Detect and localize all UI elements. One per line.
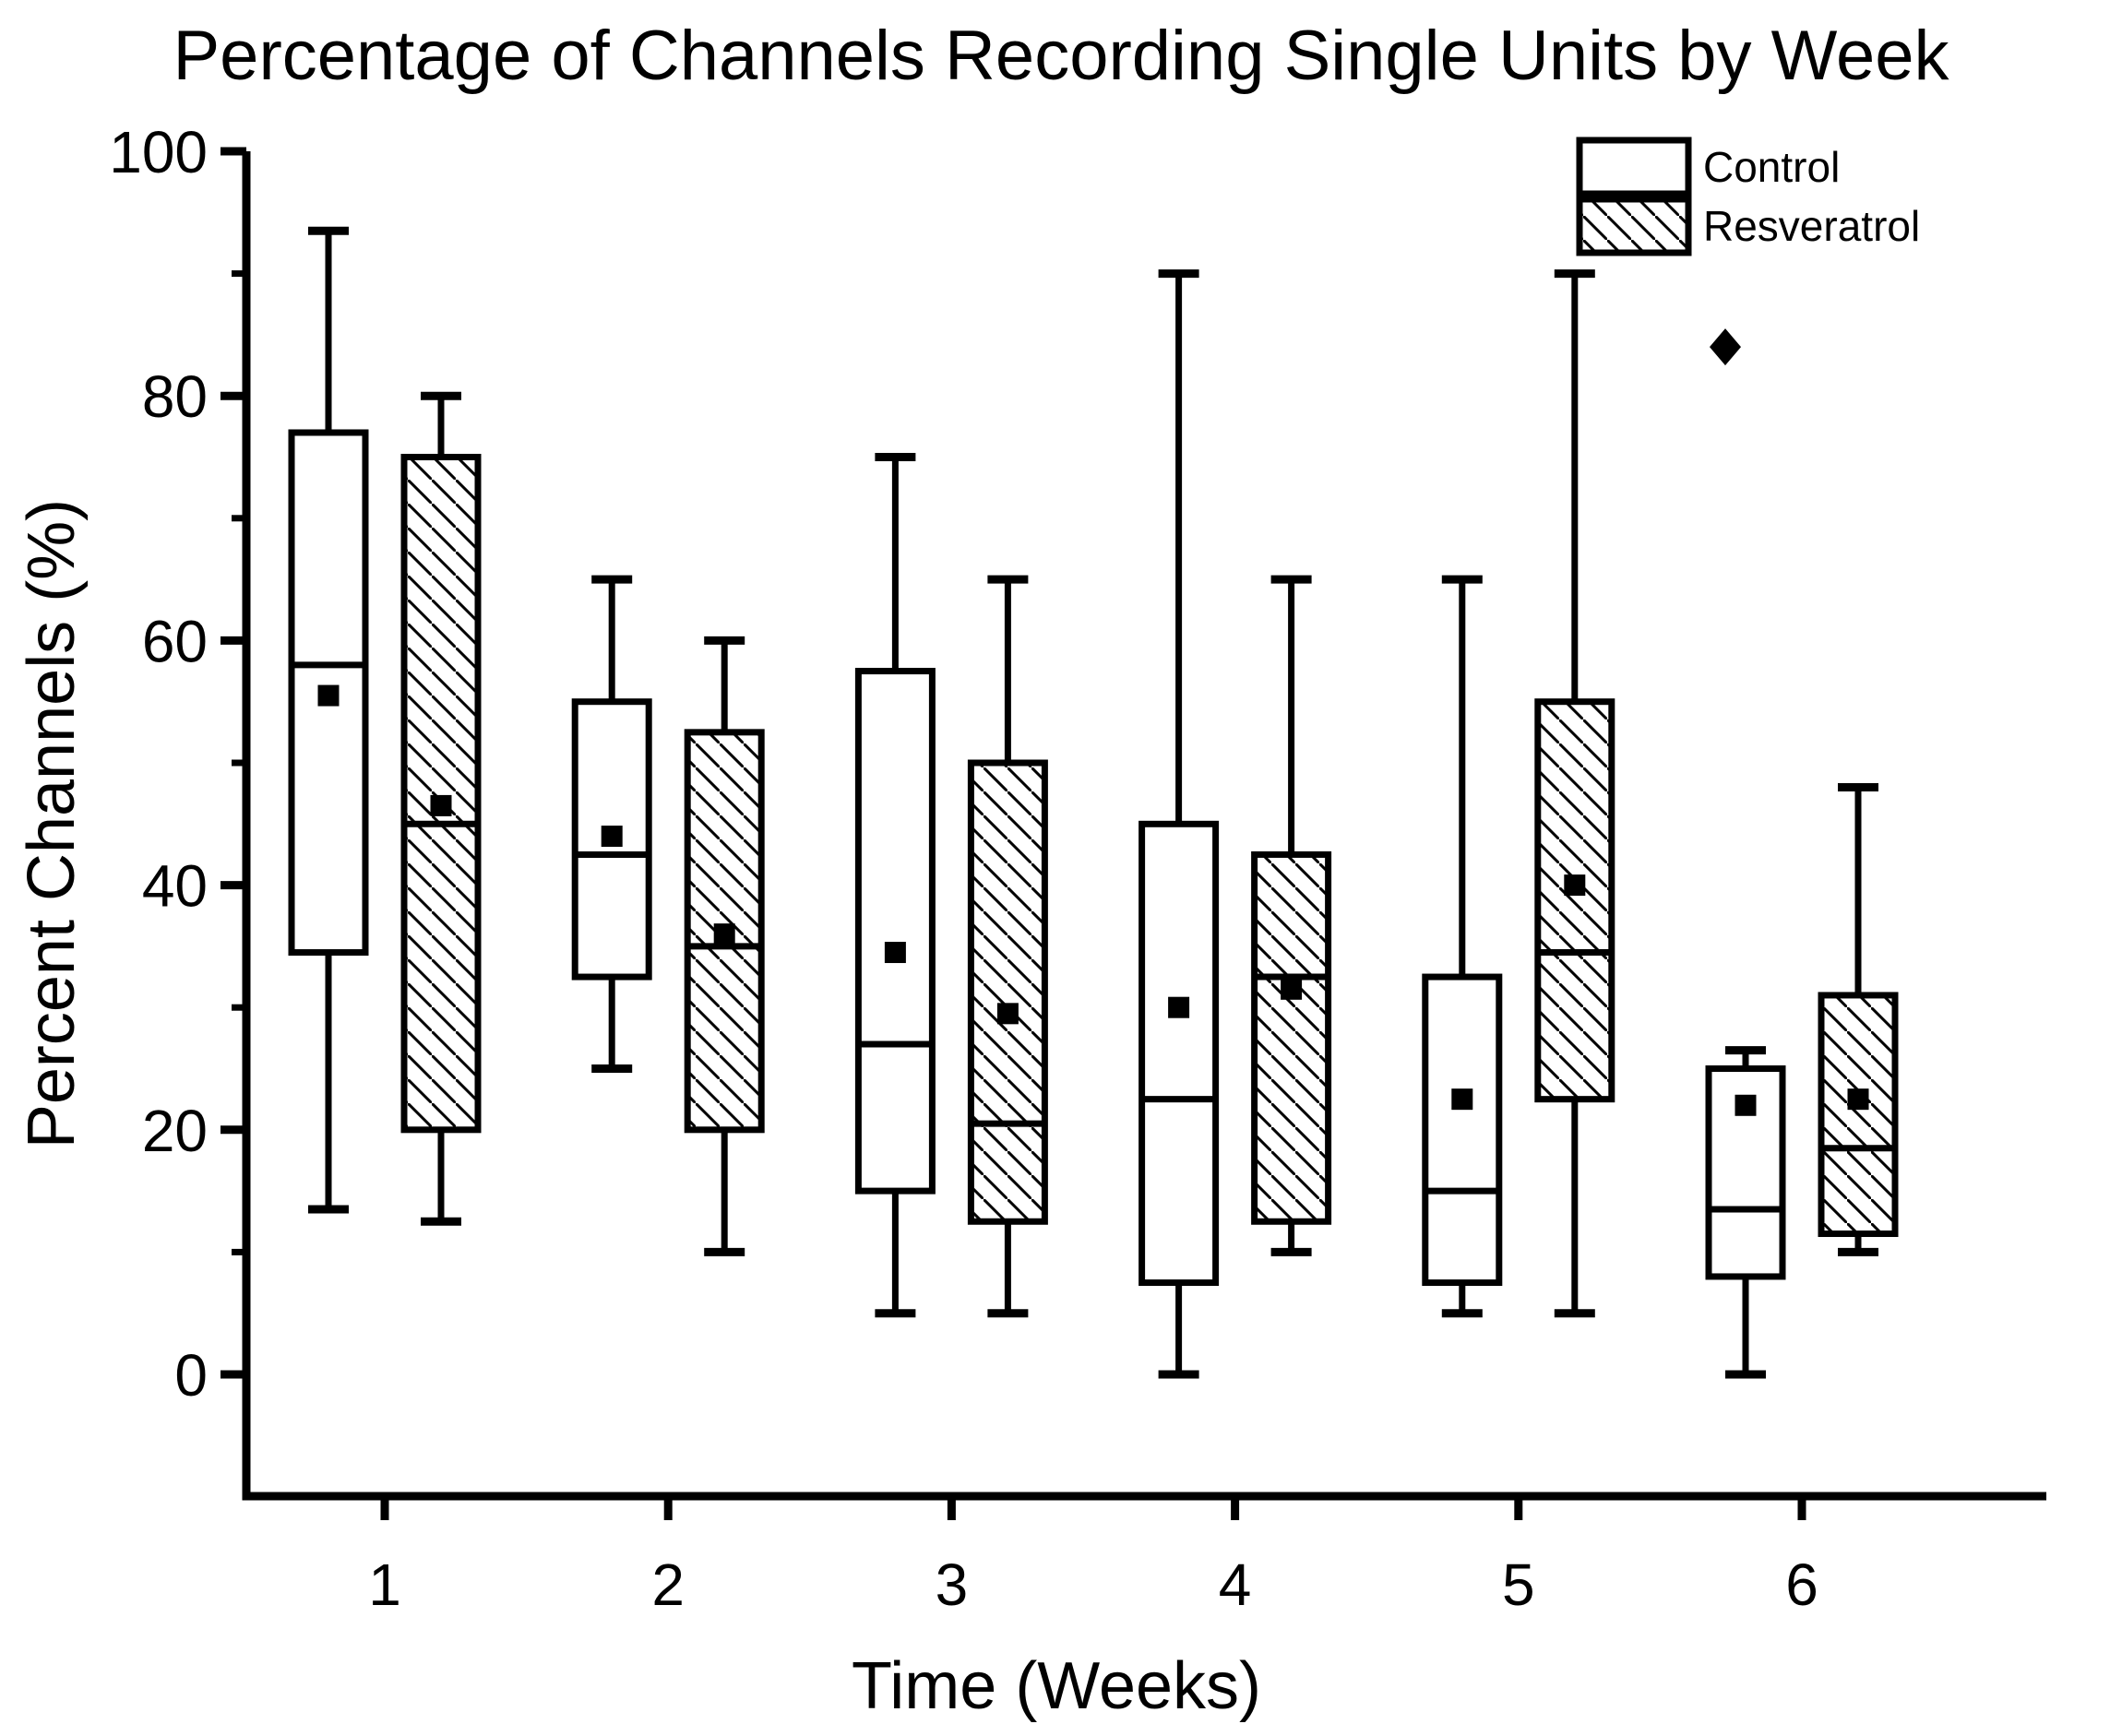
x-tick-label: 4 <box>1219 1552 1252 1618</box>
box-resveratrol-week-6 <box>1818 783 1899 1256</box>
iqr-box <box>1422 973 1503 1287</box>
iqr-box <box>854 668 936 1195</box>
mean-marker <box>430 794 452 816</box>
mean-marker <box>1168 996 1190 1018</box>
iqr-box <box>1251 850 1332 1225</box>
mean-marker <box>1451 1088 1473 1111</box>
iqr-box <box>1138 820 1220 1287</box>
iqr-box <box>1818 992 1899 1238</box>
legend: Control Resveratrol <box>1576 137 1920 256</box>
x-tick-label: 5 <box>1502 1552 1535 1618</box>
y-tick-label: 0 <box>174 1342 208 1409</box>
iqr-box <box>400 454 482 1134</box>
legend-label-resveratrol: Resveratrol <box>1703 202 1920 250</box>
box-control-week-5 <box>1422 575 1503 1318</box>
mean-marker <box>317 684 340 707</box>
box-control-week-3 <box>854 453 936 1318</box>
mean-marker <box>601 826 623 848</box>
x-tick-label: 1 <box>368 1552 401 1618</box>
x-tick-label: 6 <box>1785 1552 1818 1618</box>
y-tick-label: 100 <box>109 119 208 185</box>
x-tick-label: 3 <box>936 1552 969 1618</box>
plot-area: 0 20 40 60 80 100 1 2 3 4 5 6 <box>109 119 2046 1618</box>
iqr-box <box>1705 1065 1786 1280</box>
mean-marker <box>1847 1088 1869 1111</box>
mean-marker <box>1281 978 1303 1000</box>
box-resveratrol-week-4 <box>1251 575 1332 1256</box>
box-resveratrol-week-5 <box>1534 269 1615 1318</box>
x-axis-title: Time (Weeks) <box>852 1649 1261 1723</box>
iqr-box <box>967 759 1048 1225</box>
box-control-week-4 <box>1138 269 1220 1379</box>
chart-title: Percentage of Channels Recording Single … <box>173 17 1949 95</box>
y-tick-label: 20 <box>142 1098 208 1164</box>
legend-swatch-control <box>1576 137 1692 197</box>
mean-marker <box>884 942 906 964</box>
box-control-week-6 <box>1705 1046 1786 1379</box>
y-tick-label: 60 <box>142 608 208 674</box>
mean-marker <box>1735 1094 1757 1116</box>
mean-marker <box>996 1003 1019 1025</box>
mean-marker <box>1564 874 1586 897</box>
box-control-week-2 <box>571 575 652 1073</box>
box-resveratrol-week-3 <box>967 575 1048 1318</box>
iqr-box <box>1534 698 1615 1103</box>
box-resveratrol-week-1 <box>400 391 482 1226</box>
outlier-diamond <box>1710 328 1741 366</box>
y-tick-label: 40 <box>142 853 208 920</box>
mean-marker <box>713 923 735 945</box>
legend-label-control: Control <box>1703 143 1840 191</box>
y-tick-label: 80 <box>142 363 208 430</box>
y-axis-title: Percent Channels (%) <box>15 499 89 1148</box>
legend-swatch-resveratrol <box>1576 196 1692 256</box>
box-control-week-1 <box>288 226 369 1214</box>
x-tick-label: 2 <box>651 1552 685 1618</box>
box-resveratrol-week-2 <box>684 636 765 1256</box>
